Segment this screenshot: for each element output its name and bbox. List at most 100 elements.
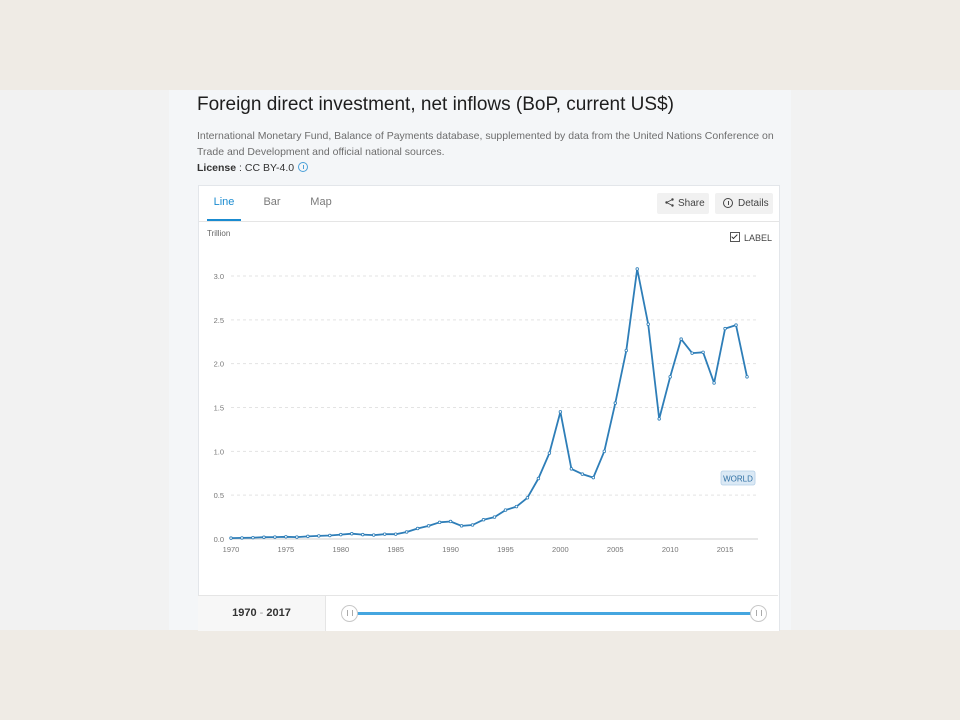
data-point [459, 524, 464, 528]
data-point [317, 534, 321, 538]
data-point [383, 532, 387, 536]
data-point [470, 523, 475, 527]
data-point [712, 381, 716, 385]
range-end: 2017 [266, 607, 291, 619]
label-toggle[interactable]: LABEL [730, 232, 772, 243]
tab-bar[interactable]: Bar [263, 196, 281, 208]
range-slider-start-handle[interactable] [341, 605, 358, 622]
data-point [635, 267, 639, 271]
range-start: 1970 [232, 607, 257, 619]
label-checkbox[interactable] [730, 232, 740, 242]
data-point [580, 472, 585, 476]
label-toggle-text: LABEL [744, 233, 773, 243]
data-point [558, 410, 563, 414]
data-point [415, 526, 420, 531]
data-point [734, 323, 738, 327]
license-value[interactable]: CC BY-4.0 [244, 162, 295, 174]
x-tick-label: 1970 [223, 545, 240, 554]
data-point [295, 535, 299, 539]
range-slider-end-handle[interactable] [750, 605, 767, 622]
x-tick-label: 2010 [662, 545, 679, 554]
series-label: WORLD [723, 475, 753, 484]
data-point [613, 401, 617, 405]
range-slider-track[interactable] [348, 612, 758, 615]
details-info-icon [723, 198, 733, 208]
data-point [679, 337, 683, 341]
data-point [503, 508, 508, 512]
x-tick-label: 1995 [497, 545, 514, 554]
tab-line[interactable]: Line [207, 186, 241, 221]
data-point [701, 350, 705, 354]
data-point [481, 518, 486, 522]
details-label: Details [738, 198, 769, 209]
page-title: Foreign direct investment, net inflows (… [197, 94, 674, 115]
data-point [448, 519, 453, 524]
data-point [602, 449, 606, 454]
chart-card: Line Bar Map Share Details LABEL Trillio… [198, 185, 780, 631]
y-tick-label: 1.5 [214, 404, 224, 413]
data-point [262, 535, 266, 539]
data-point [393, 532, 398, 536]
data-point [646, 322, 650, 326]
data-point [306, 534, 310, 539]
data-point [404, 530, 409, 534]
data-point [525, 496, 530, 500]
data-point [591, 475, 596, 480]
data-point [284, 535, 288, 539]
data-point [745, 375, 749, 379]
x-tick-label: 2000 [552, 545, 569, 554]
y-tick-label: 2.5 [214, 316, 224, 325]
range-separator: - [256, 607, 267, 619]
share-button[interactable]: Share [657, 193, 709, 214]
chart-tabs: Line Bar Map Share Details [199, 186, 779, 222]
series-line-world [230, 268, 748, 539]
details-button[interactable]: Details [715, 193, 773, 214]
y-tick-label: 0.0 [214, 535, 224, 544]
x-tick-label: 2015 [717, 545, 734, 554]
data-point [624, 348, 628, 353]
data-point [350, 532, 354, 536]
data-point [657, 417, 661, 421]
data-point [229, 536, 233, 540]
x-tick-label: 1985 [387, 545, 404, 554]
x-tick-label: 1980 [332, 545, 349, 554]
license-line: License : CC BY-4.0 [197, 162, 309, 174]
data-point [426, 524, 431, 528]
source-note: International Monetary Fund, Balance of … [197, 130, 774, 158]
y-tick-label: 3.0 [214, 272, 224, 281]
y-axis-unit-label: Trillion [207, 229, 230, 238]
data-point [273, 535, 277, 539]
range-footer: 1970 - 2017 [198, 595, 778, 631]
data-point [240, 536, 244, 540]
x-tick-label: 1975 [278, 545, 295, 554]
x-tick-label: 2005 [607, 545, 624, 554]
license-label: License [197, 162, 237, 174]
data-point [536, 476, 541, 481]
data-point [668, 375, 672, 379]
data-point [361, 532, 365, 537]
share-label: Share [678, 198, 705, 209]
data-point [723, 326, 727, 331]
data-point [514, 504, 519, 509]
data-point [339, 532, 343, 537]
line-chart: Trillion 0.0 0.5 1.0 1.5 2.0 2.5 3.0 1970 1975 198… [207, 229, 758, 554]
y-tick-label: 2.0 [214, 360, 224, 369]
x-tick-label: 1990 [442, 545, 459, 554]
year-range: 1970 - 2017 [198, 596, 326, 631]
series-label-box [720, 470, 756, 486]
data-point [569, 467, 574, 471]
info-icon[interactable] [298, 162, 309, 172]
data-point [547, 451, 552, 455]
y-tick-label: 0.5 [214, 491, 224, 500]
indicator-panel: Foreign direct investment, net inflows (… [169, 90, 791, 631]
y-tick-label: 1.0 [214, 447, 224, 456]
data-point [372, 533, 376, 537]
data-point [690, 351, 694, 355]
share-icon [665, 194, 674, 207]
data-point [251, 535, 255, 540]
data-point [492, 515, 497, 519]
data-point [437, 520, 442, 525]
data-point [328, 533, 332, 538]
license-separator: : [236, 162, 245, 174]
tab-map[interactable]: Map [310, 196, 332, 208]
